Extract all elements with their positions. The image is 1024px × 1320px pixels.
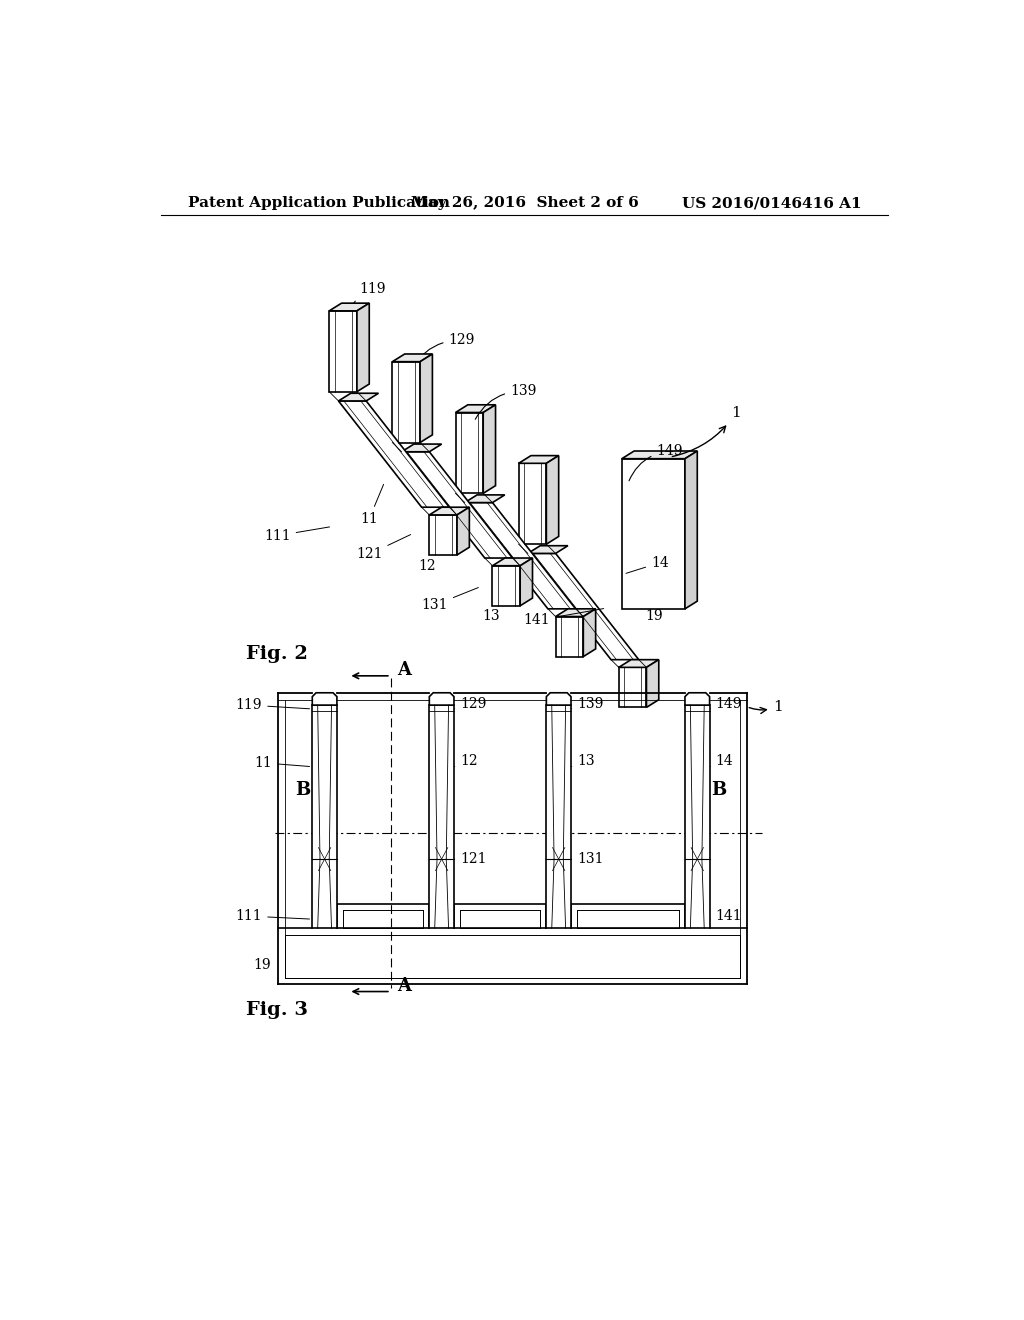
Polygon shape — [330, 304, 370, 312]
Text: 141: 141 — [710, 909, 742, 923]
Text: 139: 139 — [475, 384, 537, 420]
Text: A: A — [397, 977, 411, 995]
Text: 19: 19 — [253, 958, 270, 973]
Polygon shape — [547, 693, 571, 705]
Polygon shape — [493, 558, 532, 566]
Polygon shape — [429, 507, 469, 515]
Polygon shape — [547, 455, 559, 544]
Text: US 2016/0146416 A1: US 2016/0146416 A1 — [682, 197, 862, 210]
Polygon shape — [392, 362, 420, 442]
Text: Fig. 2: Fig. 2 — [246, 645, 308, 663]
Polygon shape — [401, 451, 512, 558]
Polygon shape — [520, 558, 532, 606]
Polygon shape — [518, 463, 547, 544]
Polygon shape — [392, 354, 432, 362]
Polygon shape — [493, 566, 520, 606]
Polygon shape — [528, 545, 568, 553]
Text: 14: 14 — [626, 556, 669, 573]
Polygon shape — [483, 405, 496, 494]
Polygon shape — [556, 609, 596, 616]
Polygon shape — [618, 668, 646, 708]
Polygon shape — [429, 705, 454, 928]
Polygon shape — [429, 515, 457, 554]
Text: 1: 1 — [750, 700, 783, 714]
Text: 11: 11 — [255, 756, 309, 770]
Text: 129: 129 — [413, 333, 475, 368]
Polygon shape — [622, 459, 685, 609]
Polygon shape — [618, 660, 658, 668]
Polygon shape — [556, 616, 584, 656]
Polygon shape — [420, 354, 432, 442]
Text: B: B — [712, 781, 726, 799]
Polygon shape — [685, 705, 710, 928]
Text: May 26, 2016  Sheet 2 of 6: May 26, 2016 Sheet 2 of 6 — [411, 197, 639, 210]
Text: 121: 121 — [356, 535, 411, 561]
Polygon shape — [339, 393, 379, 401]
Text: 121: 121 — [454, 853, 486, 866]
Polygon shape — [456, 412, 483, 494]
Polygon shape — [312, 705, 337, 928]
Polygon shape — [646, 660, 658, 708]
Text: Fig. 3: Fig. 3 — [246, 1001, 308, 1019]
Text: 11: 11 — [360, 484, 384, 525]
Text: 111: 111 — [264, 527, 330, 543]
Polygon shape — [685, 451, 697, 609]
Text: 119: 119 — [348, 282, 386, 317]
Polygon shape — [330, 312, 357, 392]
Text: 129: 129 — [454, 697, 486, 710]
Polygon shape — [456, 405, 496, 412]
Text: 1: 1 — [673, 407, 741, 457]
Polygon shape — [401, 444, 441, 451]
Polygon shape — [685, 693, 710, 705]
Text: Patent Application Publication: Patent Application Publication — [188, 197, 451, 210]
Polygon shape — [457, 507, 469, 554]
Text: 13: 13 — [482, 589, 509, 623]
Polygon shape — [312, 693, 337, 705]
Text: 19: 19 — [645, 610, 663, 623]
Text: 12: 12 — [418, 536, 446, 573]
Text: 149: 149 — [629, 444, 683, 480]
Text: 111: 111 — [236, 909, 309, 923]
Polygon shape — [622, 451, 697, 459]
Polygon shape — [465, 503, 575, 609]
Text: 119: 119 — [236, 698, 309, 711]
Polygon shape — [465, 495, 505, 503]
Text: B: B — [295, 781, 310, 799]
Polygon shape — [429, 693, 454, 705]
Polygon shape — [528, 553, 639, 660]
Polygon shape — [518, 455, 559, 463]
Text: 131: 131 — [571, 853, 604, 866]
Text: 14: 14 — [710, 754, 733, 768]
Text: A: A — [397, 661, 411, 680]
Text: 149: 149 — [710, 697, 742, 710]
Text: 12: 12 — [454, 754, 478, 768]
Text: 131: 131 — [422, 587, 478, 612]
Text: 13: 13 — [571, 754, 595, 768]
Polygon shape — [547, 705, 571, 928]
Polygon shape — [357, 304, 370, 392]
Polygon shape — [584, 609, 596, 656]
Text: 141: 141 — [523, 609, 604, 627]
Text: 139: 139 — [571, 697, 603, 710]
Polygon shape — [339, 401, 450, 507]
